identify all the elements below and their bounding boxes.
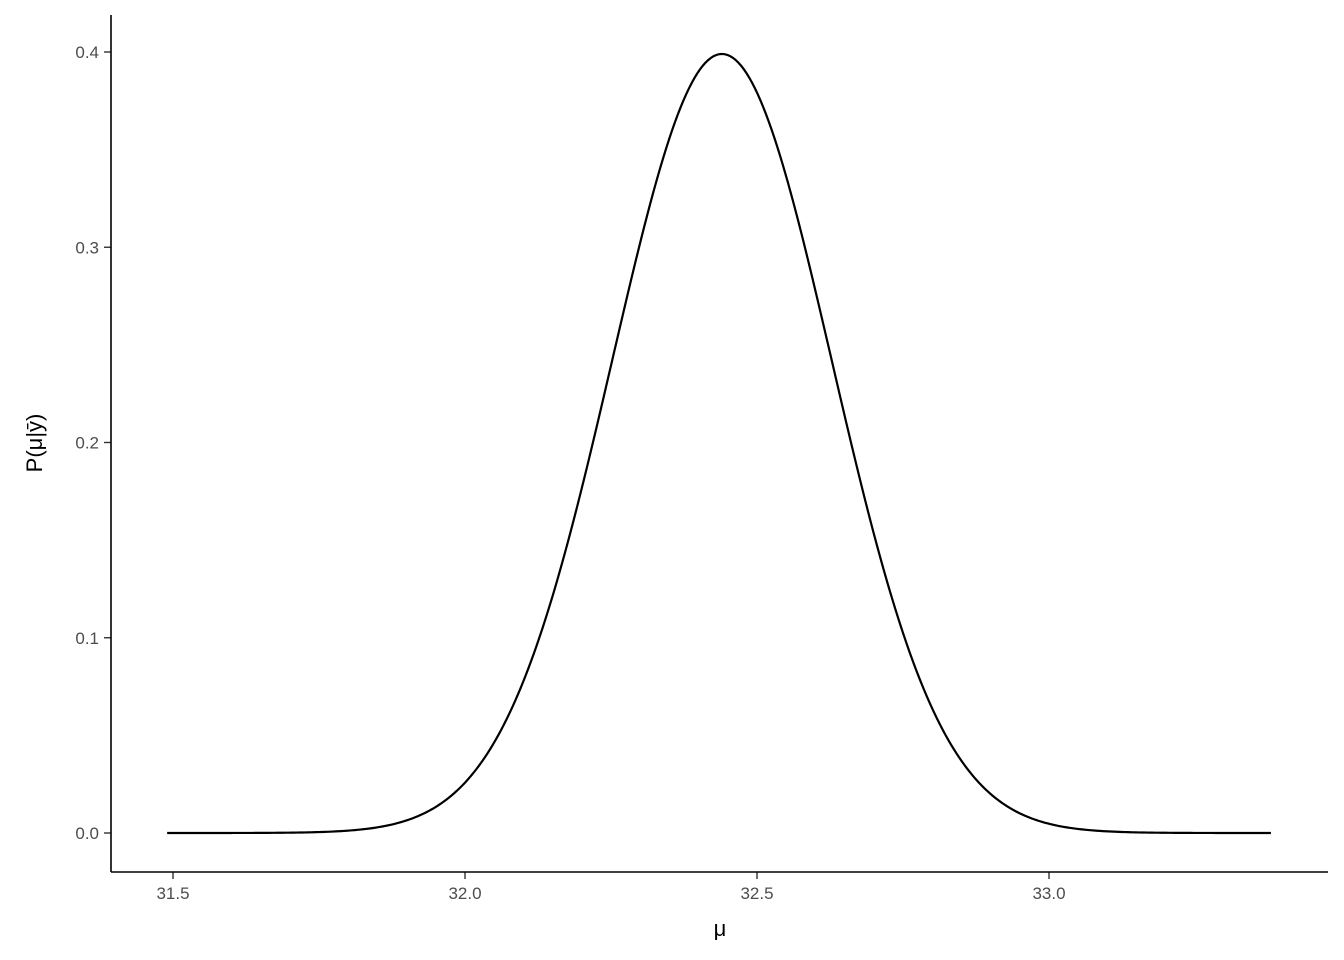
x-tick-label: 32.0 [448, 884, 481, 903]
y-axis-label: P(μ|ȳ) [22, 414, 47, 473]
y-tick-label: 0.0 [75, 824, 99, 843]
density-curve [167, 52, 1271, 835]
y-tick-label: 0.1 [75, 629, 99, 648]
x-axis-ticks: 31.5 32.0 32.5 33.0 [156, 872, 1066, 903]
x-tick-label: 33.0 [1032, 884, 1065, 903]
x-axis-label: μ [714, 916, 727, 941]
y-tick-label: 0.4 [75, 43, 99, 62]
y-axis-ticks: 0.0 0.1 0.2 0.3 0.4 [75, 43, 111, 843]
x-tick-label: 32.5 [740, 884, 773, 903]
x-tick-label: 31.5 [156, 884, 189, 903]
y-tick-label: 0.3 [75, 238, 99, 257]
y-tick-label: 0.2 [75, 434, 99, 453]
